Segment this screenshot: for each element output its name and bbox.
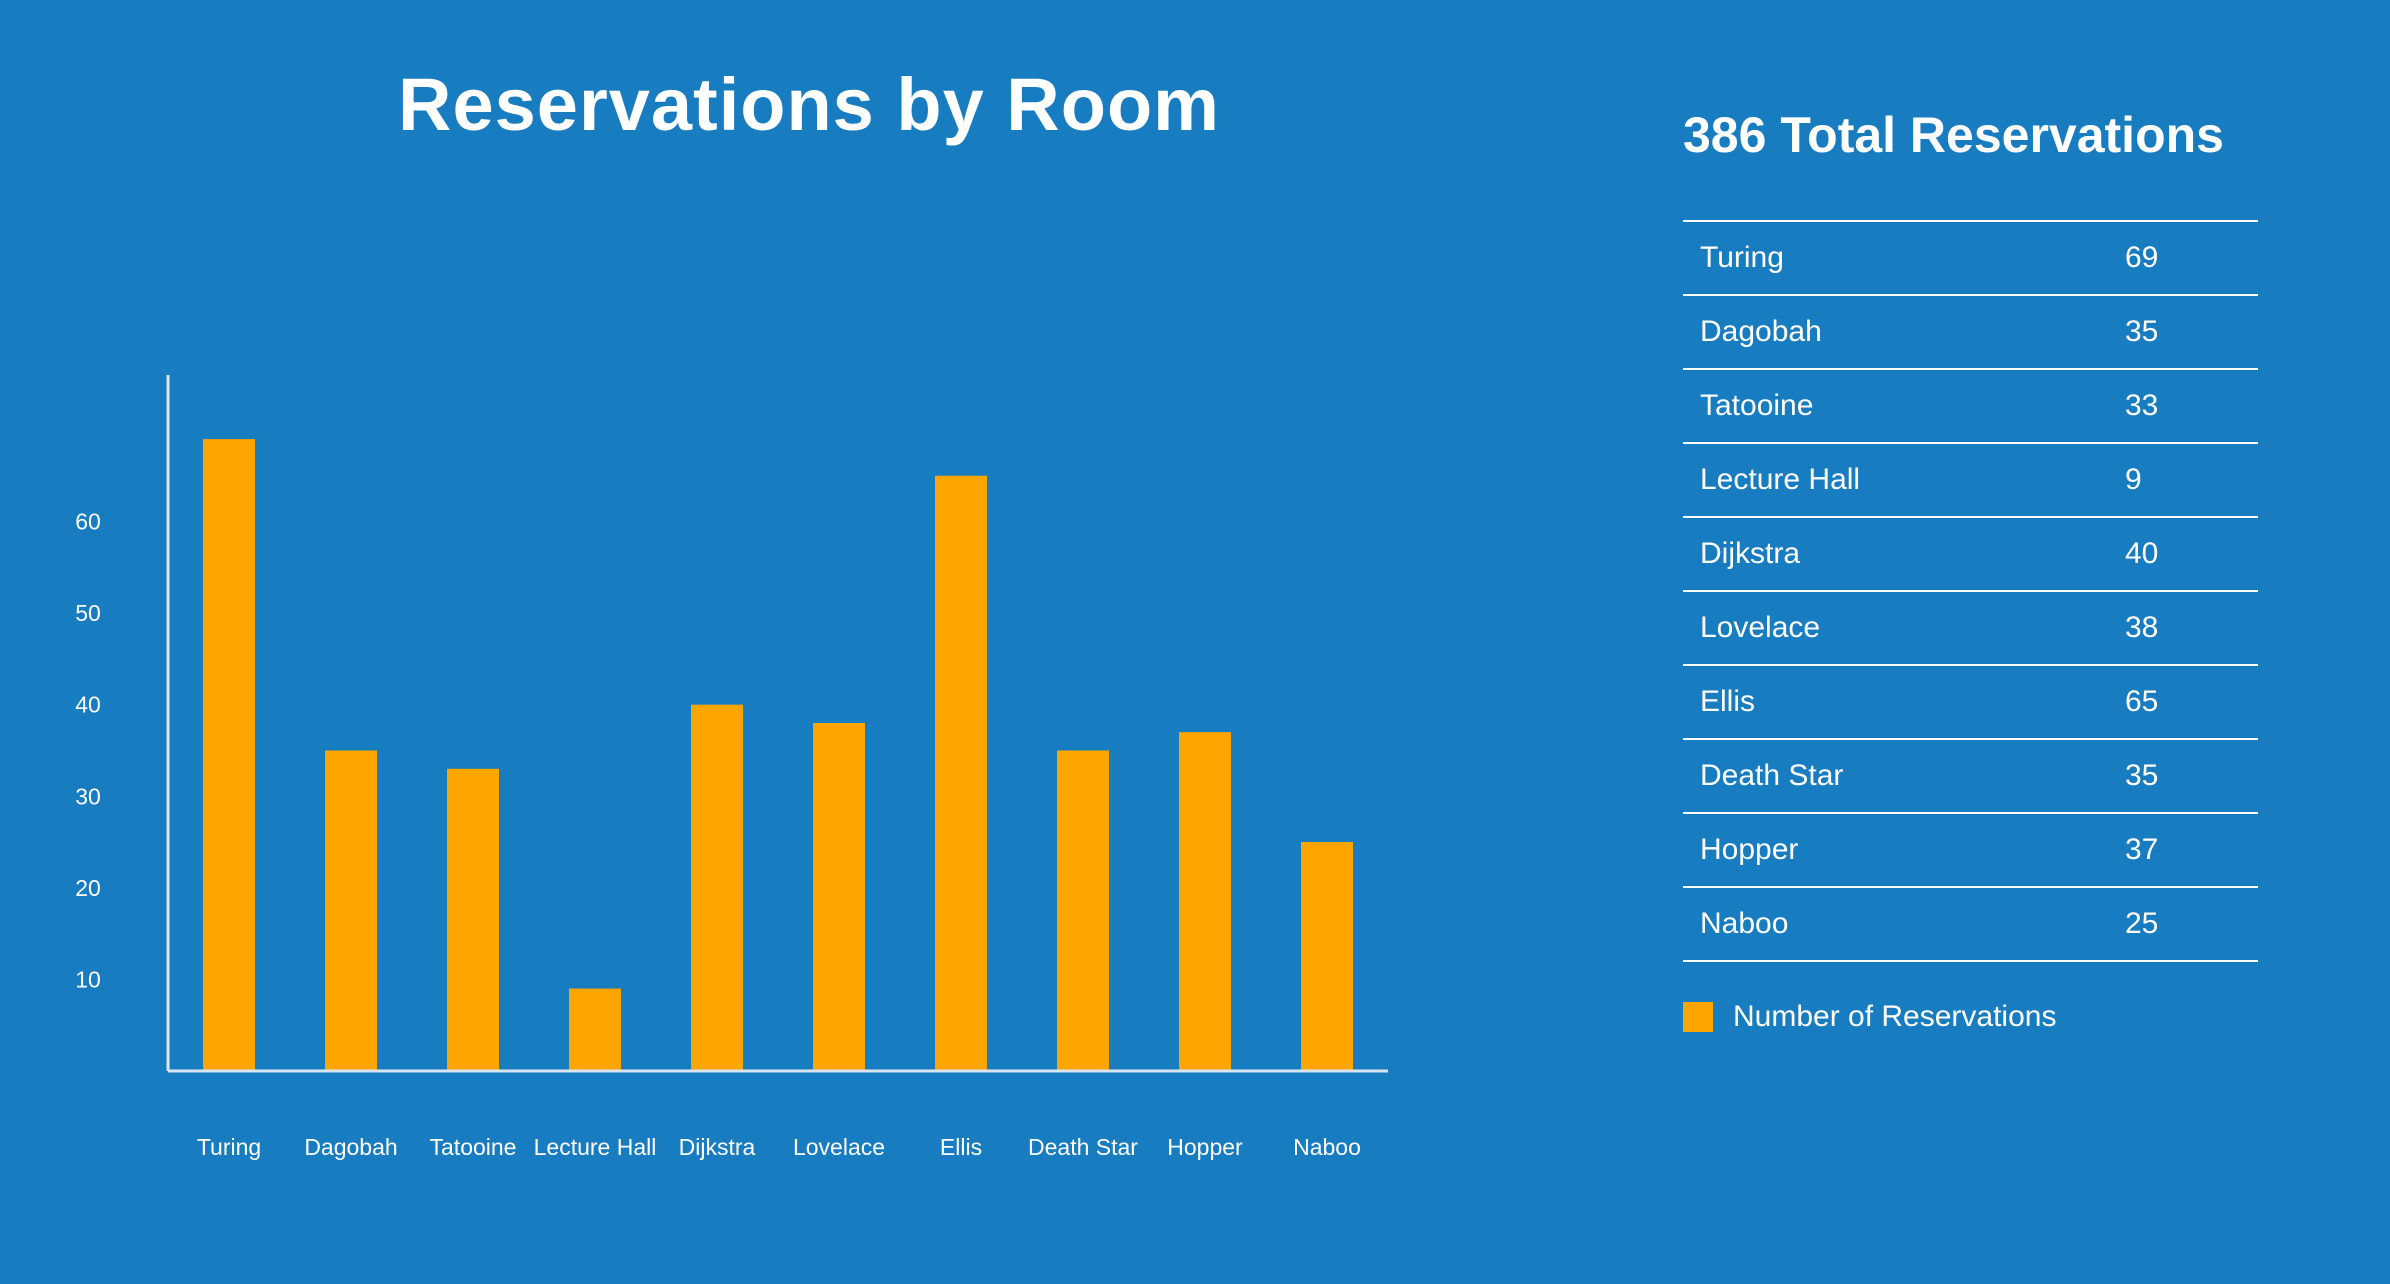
room-name: Lovelace	[1700, 611, 1821, 644]
room-count: 33	[2125, 389, 2159, 422]
bar-hopper	[1179, 732, 1231, 1071]
room-count: 35	[2125, 315, 2159, 348]
summary-panel: 386 Total Reservations Turing 69 Dagobah…	[1683, 100, 2258, 1034]
bar-death-star	[1057, 750, 1109, 1071]
room-count: 40	[2125, 537, 2159, 570]
room-count: 9	[2125, 463, 2142, 496]
y-tick-label: 30	[75, 783, 101, 809]
room-name: Lecture Hall	[1700, 463, 1861, 496]
table-row: Tatooine 33	[1683, 370, 2258, 444]
room-count: 35	[2125, 759, 2159, 792]
x-tick-label: Dagobah	[304, 1134, 397, 1160]
room-name: Hopper	[1700, 833, 1799, 866]
table-row: Lovelace 38	[1683, 592, 2258, 666]
bar-tatooine	[447, 768, 499, 1071]
x-tick-label: Hopper	[1167, 1134, 1243, 1160]
room-count: 37	[2125, 833, 2159, 866]
legend-swatch	[1683, 1002, 1713, 1032]
bar-dijkstra	[691, 704, 743, 1071]
table-row: Dagobah 35	[1683, 296, 2258, 370]
room-count: 69	[2125, 241, 2159, 274]
x-tick-label: Ellis	[940, 1134, 982, 1160]
table-row: Death Star 35	[1683, 740, 2258, 814]
table-row: Hopper 37	[1683, 814, 2258, 888]
bar-dagobah	[325, 750, 377, 1071]
x-tick-label: Lecture Hall	[534, 1134, 657, 1160]
table-row: Naboo 25	[1683, 888, 2258, 962]
bar-ellis	[935, 475, 987, 1072]
room-count: 25	[2125, 907, 2159, 940]
room-name: Dijkstra	[1700, 537, 1801, 570]
bar-naboo	[1301, 842, 1353, 1071]
room-name: Dagobah	[1700, 315, 1822, 348]
x-tick-label: Turing	[197, 1134, 261, 1160]
bar-turing	[203, 439, 255, 1072]
room-table: Turing 69 Dagobah 35 Tatooine 33 Lecture…	[1683, 220, 2258, 962]
y-tick-label: 40	[75, 692, 101, 718]
room-name: Turing	[1700, 241, 1784, 274]
x-tick-label: Lovelace	[793, 1134, 885, 1160]
legend-label: Number of Reservations	[1733, 1000, 2057, 1033]
bar-chart: 10 20 30 40 50 60 Turing Dagobah Tatooine Lectur…	[75, 375, 1388, 1160]
table-row: Turing 69	[1683, 222, 2258, 296]
room-count: 65	[2125, 685, 2159, 718]
y-axis-ticks: 10 20 30 40 50 60	[75, 509, 101, 993]
bar-lecture-hall	[569, 988, 621, 1071]
room-count: 38	[2125, 611, 2159, 644]
room-name: Naboo	[1700, 907, 1789, 940]
y-tick-label: 20	[75, 875, 101, 901]
y-tick-label: 10	[75, 966, 101, 992]
bar-lovelace	[813, 723, 865, 1071]
table-row: Ellis 65	[1683, 666, 2258, 740]
bars	[203, 439, 1353, 1072]
table-row: Dijkstra 40	[1683, 518, 2258, 592]
y-tick-label: 50	[75, 600, 101, 626]
x-tick-label: Naboo	[1293, 1134, 1361, 1160]
room-name: Death Star	[1700, 759, 1844, 792]
room-name: Tatooine	[1700, 389, 1814, 422]
chart-legend: Number of Reservations	[1683, 1000, 2258, 1034]
x-tick-label: Tatooine	[430, 1134, 517, 1160]
x-axis-ticks: Turing Dagobah Tatooine Lecture Hall Dijkstr…	[197, 1134, 1361, 1160]
room-name: Ellis	[1700, 685, 1756, 718]
total-reservations-heading: 386 Total Reservations	[1683, 107, 2224, 163]
table-row: Lecture Hall 9	[1683, 444, 2258, 518]
x-tick-label: Death Star	[1028, 1134, 1138, 1160]
chart-title: Reservations by Room	[398, 63, 1220, 146]
x-tick-label: Dijkstra	[679, 1134, 756, 1160]
y-tick-label: 60	[75, 509, 101, 535]
